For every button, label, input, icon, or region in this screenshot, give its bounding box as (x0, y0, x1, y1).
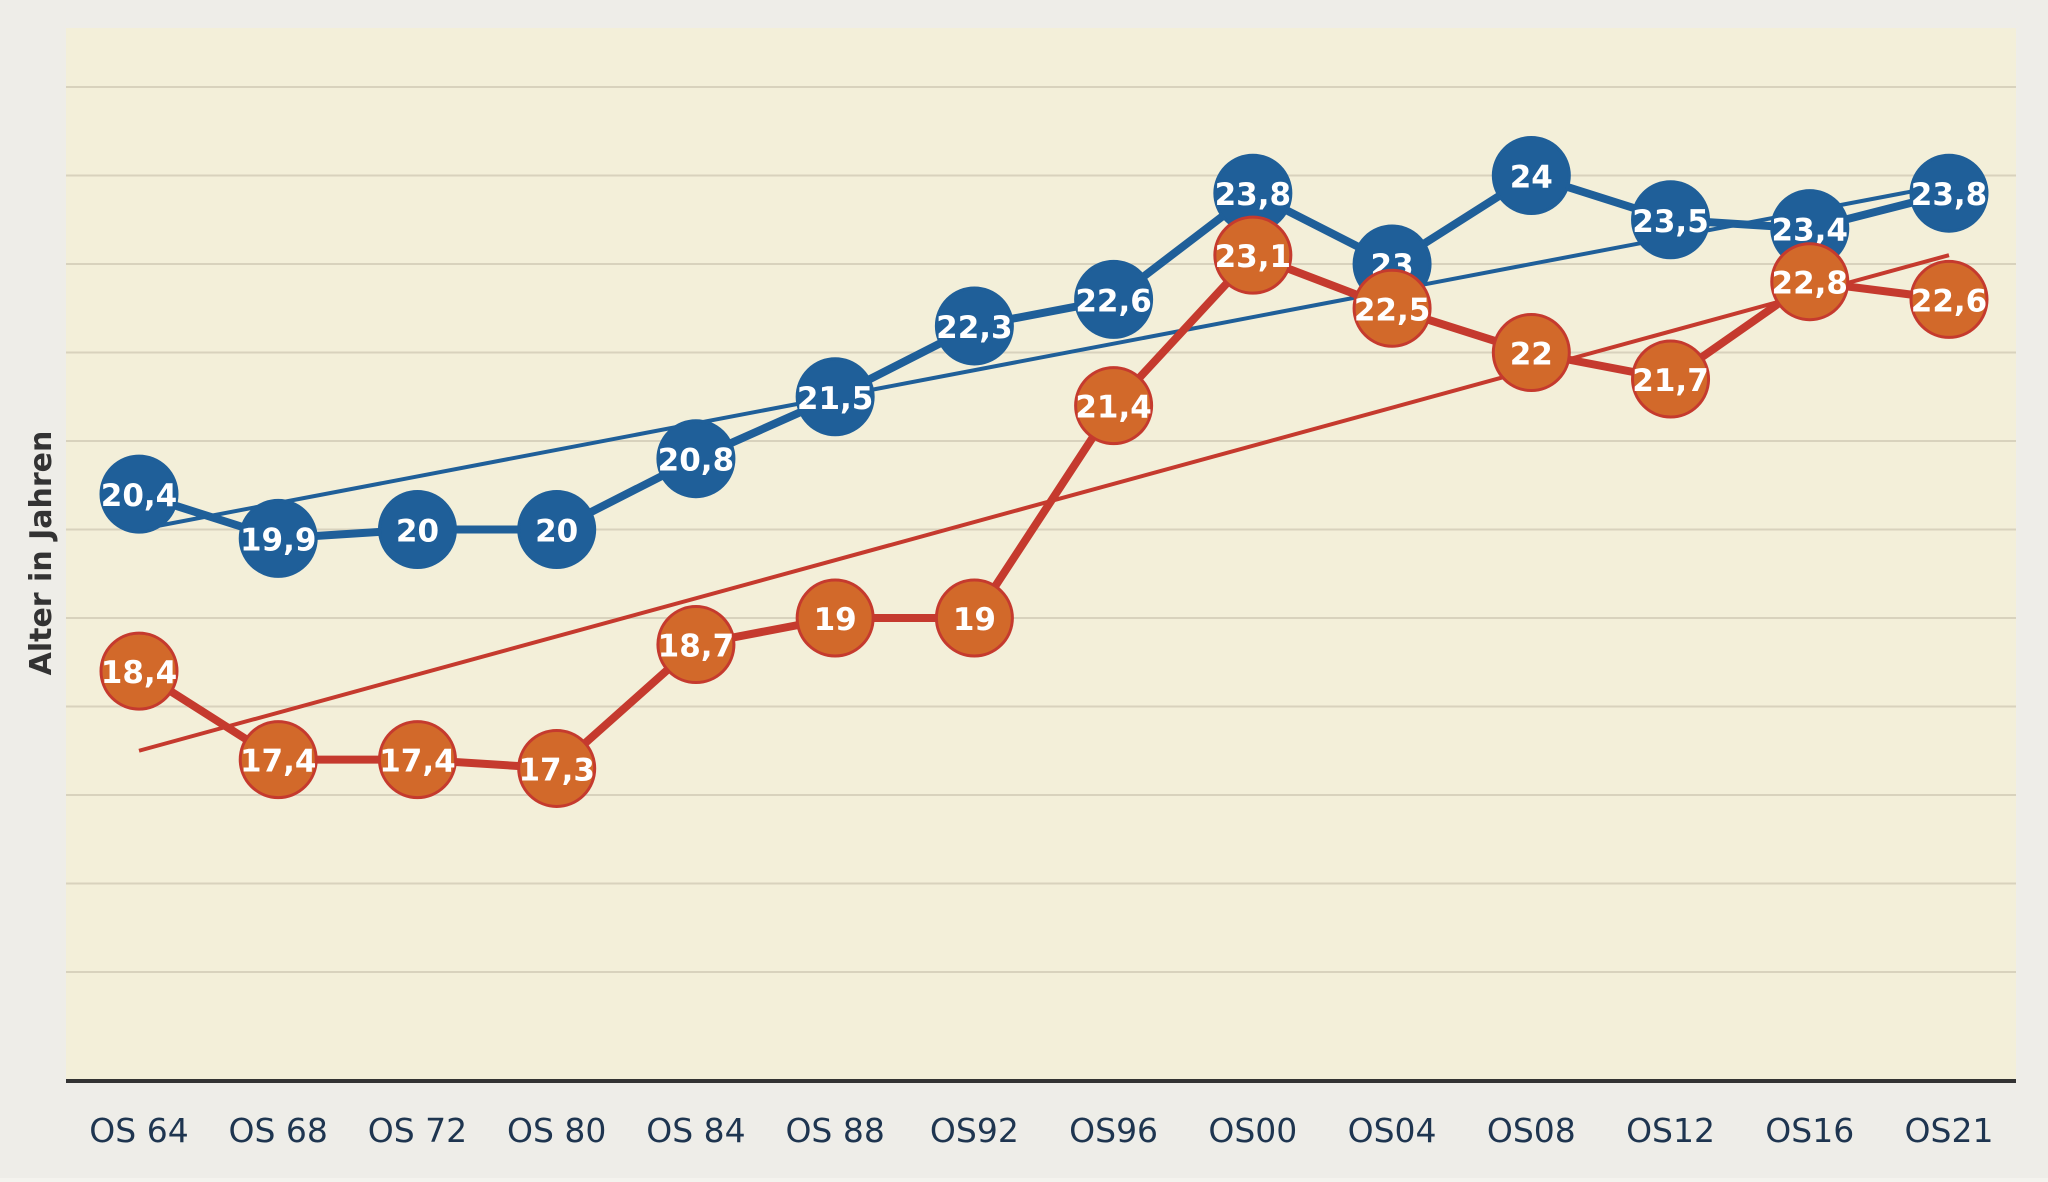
data-point (934, 578, 1014, 658)
x-tick-label: OS04 (1348, 1111, 1437, 1150)
data-label: 24 (1510, 160, 1553, 196)
x-tick-label: OS 72 (368, 1111, 467, 1150)
x-tick-label: OS00 (1208, 1111, 1297, 1150)
data-label: 23,1 (1215, 239, 1292, 275)
data-label: 20,4 (101, 478, 178, 514)
x-tick-label: OS 84 (646, 1111, 745, 1150)
plot-area (66, 28, 2016, 1080)
data-label: 22,3 (936, 310, 1013, 346)
data-point (517, 490, 597, 569)
data-label: 20 (396, 514, 439, 550)
data-point (517, 728, 597, 808)
data-point (656, 419, 736, 499)
data-label: 22,8 (1772, 266, 1849, 302)
data-label: 17,4 (379, 744, 456, 780)
data-point (795, 357, 875, 437)
data-point (1909, 153, 1989, 233)
data-label: 23,8 (1215, 177, 1292, 213)
data-point (1909, 259, 1989, 339)
data-label: 22,5 (1354, 292, 1431, 328)
trend-line (138, 253, 1950, 753)
y-axis-label: Alter in Jahren (24, 431, 59, 676)
data-label: 22 (1510, 337, 1553, 373)
data-point (238, 498, 318, 578)
data-point (1074, 259, 1154, 339)
x-tick-label: OS 68 (229, 1111, 328, 1150)
x-tick-label: OS08 (1487, 1111, 1576, 1150)
data-label: 19 (814, 602, 857, 638)
data-point (1213, 215, 1293, 295)
data-label: 21,7 (1632, 363, 1709, 399)
data-point (1491, 136, 1571, 215)
series-group: 18,4 17,4 17,4 17,3 18,7 19 19 21,4 23,1 22,5 22 21… (99, 215, 1989, 808)
data-point (377, 720, 457, 800)
data-label: 18,4 (101, 655, 178, 691)
x-tick-label: OS 88 (785, 1111, 884, 1150)
data-point (1770, 242, 1850, 322)
data-label: 17,3 (518, 752, 595, 788)
data-label: 18,7 (658, 629, 735, 665)
x-tick-label: OS 80 (507, 1111, 606, 1150)
x-tick-labels: OS 64 OS 68 OS 72 OS 80 OS 84 OS 88 OS92 OS96 OS… (89, 1111, 1993, 1150)
data-point (377, 490, 457, 569)
data-point (1352, 268, 1432, 348)
data-label: 19,9 (240, 522, 317, 558)
x-tick-label: OS 64 (89, 1111, 188, 1150)
x-tick-label: OS16 (1765, 1111, 1854, 1150)
data-point (99, 454, 179, 534)
data-label: 23,8 (1911, 177, 1988, 213)
x-tick-label: OS92 (930, 1111, 1019, 1150)
data-label: 21,5 (797, 381, 874, 417)
x-tick-label: OS96 (1069, 1111, 1158, 1150)
data-point (1074, 366, 1154, 446)
data-point (656, 605, 736, 685)
data-label: 22,6 (1075, 283, 1152, 319)
data-point (1631, 339, 1711, 419)
data-label: 19 (953, 602, 996, 638)
x-tick-label: OS21 (1905, 1111, 1994, 1150)
data-label: 23,5 (1632, 204, 1709, 240)
series-group: 20,419,9 20 2020,821,522,322,623,8232423,5… (99, 136, 1989, 578)
data-point (934, 286, 1014, 366)
data-point (1631, 180, 1711, 260)
data-point (99, 631, 179, 711)
data-point (238, 720, 318, 800)
grid-lines (66, 86, 2016, 973)
series: 20,419,9 20 2020,821,522,322,623,8232423,5… (99, 136, 1989, 808)
data-label: 20 (535, 514, 578, 550)
data-point (1491, 313, 1571, 392)
x-tick-label: OS12 (1626, 1111, 1715, 1150)
data-label: 20,8 (658, 443, 735, 479)
data-label: 21,4 (1075, 390, 1152, 426)
data-label: 17,4 (240, 744, 317, 780)
data-point (795, 578, 875, 658)
data-label: 22,6 (1911, 283, 1988, 319)
